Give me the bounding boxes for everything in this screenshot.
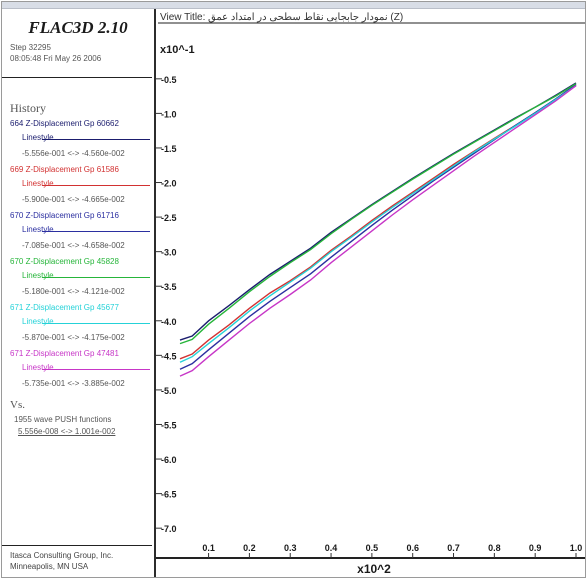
y-tick-label: -4.5 (161, 351, 177, 361)
history-entry-line (42, 231, 150, 232)
chart-panel: View Title: نمودار جابجایی نقاط سطحی در … (156, 9, 585, 577)
window-top-strip (2, 2, 585, 9)
divider (2, 545, 152, 546)
step-text: Step 32295 (10, 43, 51, 52)
history-entry-range: -5.180e-001 <-> -4.121e-002 (22, 287, 125, 296)
history-entry-line (42, 139, 150, 140)
footer-location: Minneapolis, MN USA (10, 562, 89, 571)
history-entry-linestyle: Linestyle (22, 317, 54, 326)
x-tick-label: 0.9 (529, 543, 542, 553)
history-entry-range: -5.556e-001 <-> -4.560e-002 (22, 149, 125, 158)
history-entry-range: -5.735e-001 <-> -3.885e-002 (22, 379, 125, 388)
x-tick-label: 0.3 (284, 543, 297, 553)
footer-company: Itasca Consulting Group, Inc. (10, 551, 114, 560)
history-entry-name: 671 Z-Displacement Gp 45677 (10, 303, 119, 312)
series-line (179, 82, 577, 341)
y-tick-label: -6.5 (161, 490, 177, 500)
history-entry-range: -5.870e-001 <-> -4.175e-002 (22, 333, 125, 342)
x-tick-label: 0.7 (447, 543, 460, 553)
history-entry-range: -7.085e-001 <-> -4.658e-002 (22, 241, 125, 250)
x-tick-label: 0.8 (488, 543, 501, 553)
history-entry-name: 669 Z-Displacement Gp 61586 (10, 165, 119, 174)
history-entry-linestyle: Linestyle (22, 179, 54, 188)
divider (2, 77, 152, 78)
series-line (179, 83, 577, 345)
y-tick-label: -3.0 (161, 248, 177, 258)
history-entry-linestyle: Linestyle (22, 363, 54, 372)
x-tick-label: 0.6 (406, 543, 419, 553)
vs-text: 1955 wave PUSH functions (14, 415, 112, 424)
history-entry-range: -5.900e-001 <-> -4.665e-002 (22, 195, 125, 204)
history-entry-name: 671 Z-Displacement Gp 47481 (10, 349, 119, 358)
history-entry-name: 664 Z-Displacement Gp 60662 (10, 119, 119, 128)
software-title: FLAC3D 2.10 (28, 18, 128, 37)
x-tick-label: 1.0 (570, 543, 583, 553)
history-entry-line (42, 323, 150, 324)
vs-heading: Vs. (10, 399, 25, 411)
history-entry-line (42, 185, 150, 186)
y-tick-label: -4.0 (161, 317, 177, 327)
history-entry-name: 670 Z-Displacement Gp 61716 (10, 211, 119, 220)
datetime-text: 08:05:48 Fri May 26 2006 (10, 54, 102, 63)
y-tick-label: -0.5 (161, 75, 177, 85)
series-line (179, 85, 577, 363)
y-tick-label: -5.0 (161, 386, 177, 396)
history-entry-linestyle: Linestyle (22, 133, 54, 142)
legend-panel: FLAC3D 2.10 Step 32295 08:05:48 Fri May … (2, 9, 156, 577)
y-tick-label: -5.5 (161, 420, 177, 430)
view-title-label: View Title: (160, 12, 206, 23)
history-heading: History (10, 101, 46, 115)
y-tick-label: -1.5 (161, 144, 177, 154)
history-entry-linestyle: Linestyle (22, 271, 54, 280)
line-chart: x10^-1 -0.5 -1.0 -1.5 -2.0 -2.5 -3.0 -3.5 -4.0 -4… (156, 22, 585, 576)
x-tick-label: 0.5 (366, 543, 379, 553)
y-tick-label: -2.0 (161, 179, 177, 189)
history-entry-name: 670 Z-Displacement Gp 45828 (10, 257, 119, 266)
x-axis-label: x10^2 (357, 562, 391, 576)
view-title-text: نمودار جابجایی نقاط سطحی در امتداد عمق (… (208, 12, 404, 23)
y-tick-label: -1.0 (161, 109, 177, 119)
y-tick-label: -7.0 (161, 524, 177, 534)
x-tick-label: 0.2 (243, 543, 256, 553)
y-tick-label: -3.5 (161, 282, 177, 292)
x-tick-label: 0.1 (202, 543, 215, 553)
vs-range: 5.556e-008 <-> 1.001e-002 (18, 427, 116, 436)
y-tick-label: -6.0 (161, 455, 177, 465)
history-entry-line (42, 369, 150, 370)
y-axis-exponent: x10^-1 (160, 44, 195, 56)
y-tick-label: -2.5 (161, 213, 177, 223)
series-line (179, 85, 577, 377)
history-entry-line (42, 277, 150, 278)
history-entry-linestyle: Linestyle (22, 225, 54, 234)
x-tick-label: 0.4 (325, 543, 338, 553)
